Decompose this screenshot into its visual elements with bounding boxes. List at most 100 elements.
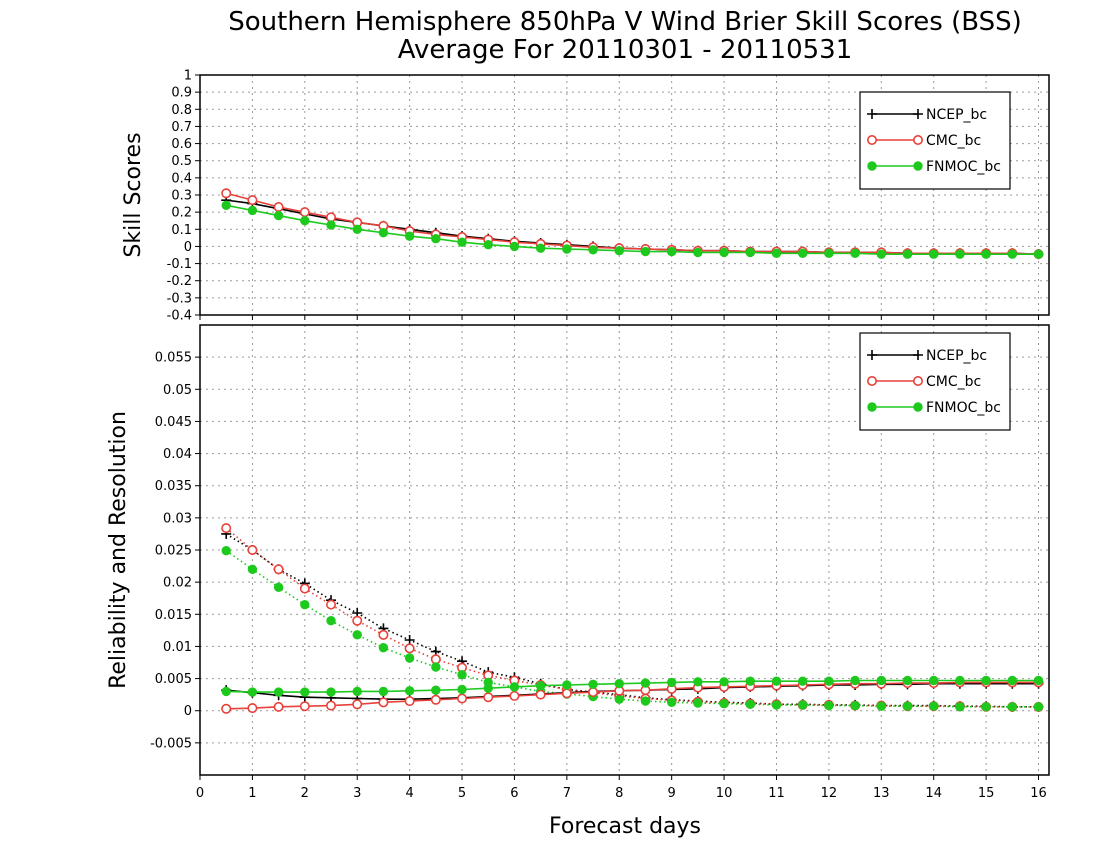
bottom-data-point: [273, 582, 284, 592]
bottom-data-point: [771, 700, 782, 710]
top-data-point: [850, 248, 860, 258]
top-data-point: [719, 247, 729, 258]
top-legend-label: NCEP_bc: [926, 107, 987, 123]
top-data-point: [535, 243, 546, 253]
bottom-data-point: [378, 629, 389, 640]
bottom-legend-label: FNMOC_bc: [926, 400, 1001, 416]
top-data-point: [1033, 249, 1044, 259]
bottom-data-point: [745, 676, 755, 686]
bottom-data-point: [300, 599, 310, 610]
bottom-data-point: [929, 675, 939, 686]
top-y-tick-label: 0.1: [171, 223, 192, 238]
top-data-point: [824, 248, 834, 258]
top-data-point: [614, 246, 624, 256]
top-y-tick-label: -0.2: [167, 274, 192, 289]
bottom-x-tick-label: 6: [510, 786, 518, 801]
bottom-data-point: [430, 694, 441, 705]
top-data-point: [221, 188, 232, 199]
top-y-tick-label: 0: [184, 240, 192, 255]
bottom-data-point: [588, 687, 599, 698]
bottom-data-point: [535, 689, 546, 700]
bottom-data-point: [326, 599, 337, 610]
bottom-data-point: [1033, 702, 1044, 712]
bottom-data-point: [876, 675, 886, 686]
top-data-point: [955, 249, 965, 259]
bottom-x-tick-label: 9: [668, 786, 676, 801]
top-data-point: [352, 224, 362, 234]
bottom-data-point: [929, 701, 939, 711]
top-data-point: [457, 237, 467, 247]
bottom-data-point: [457, 684, 467, 695]
bottom-data-point: [404, 643, 415, 654]
top-y-tick-label: 0.4: [171, 171, 192, 186]
bottom-data-point: [483, 683, 493, 693]
bottom-data-point: [614, 694, 624, 704]
bottom-x-tick-label: 14: [925, 786, 942, 801]
bottom-y-axis-label: Reliability and Resolution: [106, 411, 131, 689]
top-data-point: [929, 249, 939, 259]
bottom-data-point: [404, 696, 415, 707]
bottom-data-point: [430, 654, 441, 665]
bottom-data-point: [535, 680, 546, 691]
chart-title-line2: Average For 20110301 - 20110531: [398, 35, 853, 65]
bottom-data-point: [693, 698, 703, 708]
bottom-data-point: [352, 699, 363, 710]
bottom-x-tick-label: 13: [873, 786, 890, 801]
bottom-data-point: [326, 616, 336, 626]
bottom-data-point: [378, 686, 389, 697]
bottom-x-tick-label: 15: [978, 786, 995, 801]
top-data-point: [771, 248, 782, 258]
bottom-data-point: [352, 630, 362, 640]
bottom-x-tick-label: 0: [196, 786, 204, 801]
bottom-data-point: [247, 687, 258, 697]
bottom-data-point: [509, 690, 520, 701]
bottom-y-tick-label: 0.015: [155, 608, 192, 623]
top-data-point: [221, 200, 231, 210]
bottom-data-point: [221, 545, 231, 556]
bottom-data-point: [378, 697, 389, 708]
bottom-data-point: [745, 699, 755, 709]
top-legend-label: FNMOC_bc: [926, 159, 1001, 175]
bottom-legend-label: CMC_bc: [926, 374, 981, 390]
bottom-x-tick-label: 8: [615, 786, 623, 801]
bottom-data-point: [640, 678, 651, 688]
top-y-tick-label: 0.8: [171, 103, 192, 118]
top-y-tick-label: -0.1: [167, 257, 192, 272]
bottom-y-tick-label: 0.035: [155, 479, 192, 494]
bottom-x-tick-label: 4: [405, 786, 413, 801]
bottom-data-point: [300, 687, 310, 697]
top-data-point: [273, 210, 284, 221]
top-y-tick-label: 0.7: [171, 120, 192, 135]
bottom-data-point: [221, 703, 232, 714]
bottom-data-point: [431, 685, 441, 695]
bottom-data-point: [902, 675, 913, 686]
bottom-data-point: [1033, 675, 1044, 686]
skill-score-panel: -0.4 -0.3 -0.2 -0.1 0 0.1 0.2 0.3 0.4 0.5 0.6 0.7 0.…: [167, 69, 1050, 324]
bottom-data-point: [588, 679, 598, 690]
top-legend-marker: [913, 109, 923, 119]
top-data-point: [876, 249, 886, 259]
top-series-line-cmc-bc: [226, 192, 1039, 255]
bottom-y-tick-label: 0.01: [163, 640, 192, 655]
bottom-data-point: [457, 670, 467, 680]
bottom-data-point: [1007, 702, 1018, 712]
bottom-data-point: [221, 523, 232, 534]
top-data-point: [247, 195, 258, 206]
bottom-data-point: [1007, 675, 1018, 686]
top-legend-marker: [866, 135, 877, 146]
bottom-data-point: [378, 643, 389, 653]
bottom-x-tick-label: 16: [1030, 786, 1047, 801]
top-data-point: [299, 207, 310, 218]
top-data-point: [326, 220, 336, 230]
top-data-point: [562, 244, 572, 254]
top-y-tick-label: 0.9: [171, 86, 192, 101]
top-data-point: [902, 249, 913, 259]
bottom-data-point: [299, 701, 310, 712]
bottom-y-tick-label: 0: [184, 704, 192, 719]
bottom-data-point: [457, 693, 468, 704]
bottom-data-point: [509, 682, 520, 692]
top-data-point: [745, 247, 755, 258]
bottom-data-point: [719, 677, 729, 687]
reliability-resolution-panel: -0.005 0 0.005 0.01 0.015 0.02 0.025 0.03 0.035 0…: [150, 324, 1050, 801]
